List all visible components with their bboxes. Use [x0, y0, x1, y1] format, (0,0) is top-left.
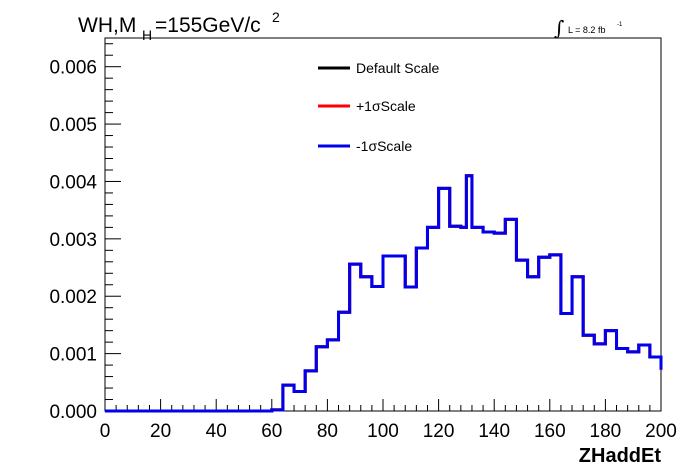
x-tick-label: 40	[206, 421, 227, 442]
y-tick-label: 0.003	[49, 230, 97, 251]
series-line-2	[105, 174, 663, 413]
x-tick-label: 200	[645, 421, 677, 442]
title: WH,M H =155GeV/c 2	[78, 9, 280, 43]
luminosity-label: ∫ L = 8.2 fb -1	[554, 16, 623, 40]
y-tick-label: 0.000	[49, 402, 97, 423]
luminosity-exponent: -1	[617, 22, 623, 28]
y-tick-label: 0.005	[49, 115, 97, 136]
legend-label: -1σScale	[356, 138, 412, 154]
luminosity-text: L = 8.2 fb	[568, 25, 605, 35]
y-tick-label: 0.006	[49, 58, 97, 79]
legend-label: +1σScale	[356, 98, 416, 114]
plot-frame	[104, 37, 662, 412]
legend-label: Default Scale	[356, 60, 439, 76]
x-tick-label: 60	[261, 421, 282, 442]
x-tick-label: 180	[590, 421, 622, 442]
x-tick-label: 20	[150, 421, 171, 442]
legend: Default Scale +1σScale -1σScale	[318, 60, 439, 154]
y-tick-label: 0.004	[49, 172, 97, 193]
x-tick-label: 120	[423, 421, 455, 442]
x-axis-title: ZHaddEt	[579, 445, 662, 467]
y-tick-label: 0.002	[49, 287, 97, 308]
x-tick-label: 80	[317, 421, 338, 442]
y-axis-ticks: 0.000 0.001 0.002 0.003 0.004 0.005 0.006	[49, 43, 121, 423]
x-tick-label: 160	[534, 421, 566, 442]
y-tick-label: 0.001	[49, 345, 97, 366]
x-axis-ticks: 0 20 40 60 80 100 120 140 160 180 200	[100, 399, 677, 442]
series-layer	[105, 174, 663, 413]
title-subscript: H	[142, 27, 152, 43]
x-tick-label: 0	[100, 421, 111, 442]
series-line-1	[105, 174, 663, 413]
title-main: =155GeV/c	[155, 14, 261, 37]
integral-symbol: ∫	[554, 16, 564, 40]
series-line-3	[105, 174, 663, 413]
title-prefix: WH,M	[78, 14, 136, 37]
x-tick-label: 140	[478, 421, 510, 442]
x-tick-label: 100	[367, 421, 399, 442]
title-superscript: 2	[272, 9, 280, 25]
